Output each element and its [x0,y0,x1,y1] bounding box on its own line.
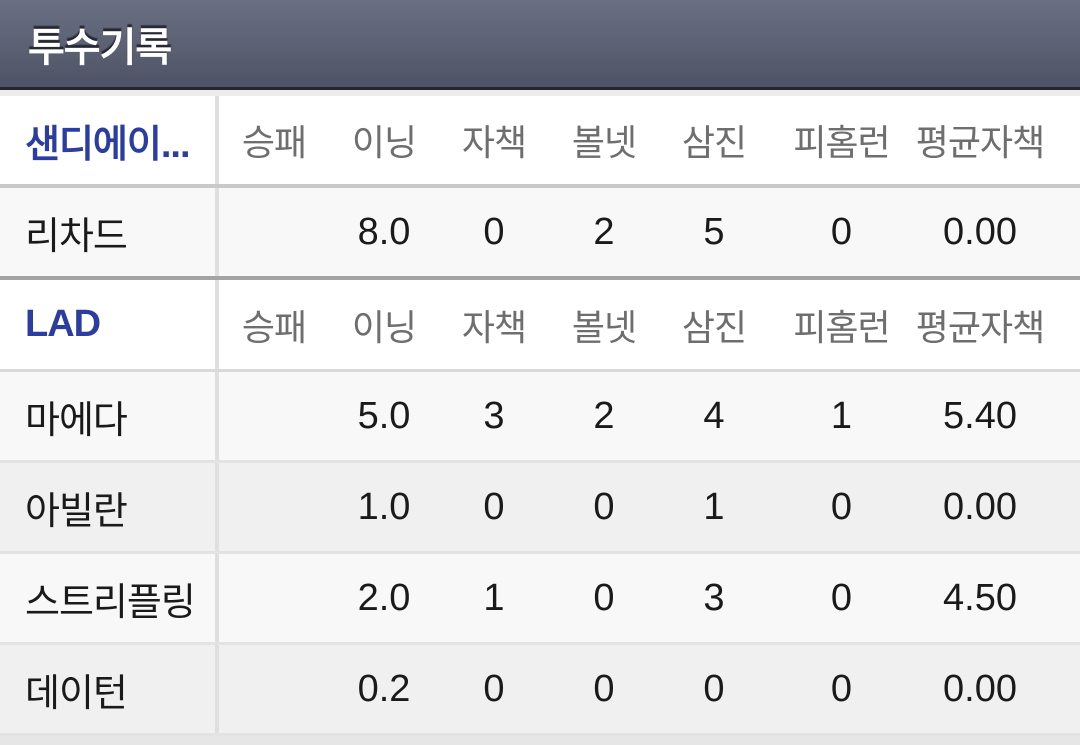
stat-value: 3 [703,576,725,619]
stat-value: 0 [593,485,615,528]
stat-value: 5.0 [357,394,411,437]
column-header: 피홈런 [793,122,890,163]
stat-value: 0 [483,667,505,710]
stat-value: 0.00 [943,485,1017,528]
table-row: 아빌란 1.0 0 0 1 0 0.00 [0,463,1080,554]
title-bar: 투수기록 [0,0,1080,90]
player-name: 스트리플링 [0,554,219,642]
team-name-link[interactable]: 샌디에이... [0,96,219,184]
column-header: 볼넷 [571,306,637,348]
column-header: 승패 [241,122,307,163]
stat-value: 4.50 [943,576,1017,619]
team-name-link[interactable]: LAD [0,280,219,369]
stat-value: 2 [593,394,615,437]
column-header: 이닝 [351,306,417,348]
stat-value: 0 [830,667,853,710]
column-header: 삼진 [681,122,747,163]
stat-value: 0 [483,485,505,528]
stat-value: 3 [483,394,505,437]
player-name: 데이턴 [0,645,219,733]
table-row: 마에다 5.0 3 2 4 1 5.40 [0,372,1080,463]
stat-value: 0 [830,210,853,253]
column-header: 볼넷 [571,122,637,163]
team-header-row: 샌디에이... 승패 이닝 자책 볼넷 삼진 피홈런 평균자책 [0,96,1080,188]
column-header: 이닝 [351,122,417,163]
column-header: 자책 [461,306,527,348]
stat-value: 5.40 [943,394,1017,437]
stat-value: 0 [703,667,725,710]
title-separator [0,90,1080,96]
pitcher-stats-table: 샌디에이... 승패 이닝 자책 볼넷 삼진 피홈런 평균자책 리차드 8.0 0 2 5 0 0.00 LA… [0,96,1080,745]
player-name: 마에다 [0,372,219,460]
stat-value [219,188,329,276]
stat-value [219,463,329,551]
stat-value: 0 [830,485,853,528]
stat-value: 8.0 [357,210,411,253]
page-title: 투수기록 [28,25,172,70]
column-header: 평균자책 [915,122,1045,163]
stat-value: 0 [593,667,615,710]
stat-value: 0 [830,576,853,619]
stat-value: 0 [593,576,615,619]
stat-value [219,645,329,733]
stat-value: 0 [483,210,505,253]
column-header: 삼진 [681,306,747,348]
team-header-row: LAD 승패 이닝 자책 볼넷 삼진 피홈런 평균자책 [0,280,1080,372]
stat-value: 1 [703,485,725,528]
column-header: 평균자책 [915,306,1045,348]
stat-value: 0.00 [943,667,1017,710]
column-header: 승패 [241,306,307,348]
column-header: 자책 [461,122,527,163]
stat-value: 4 [703,394,725,437]
player-name: 아빌란 [0,463,219,551]
stat-value: 2 [593,210,615,253]
stat-value: 5 [703,210,725,253]
stat-value: 1.0 [357,485,411,528]
stat-value [219,372,329,460]
table-row: 리차드 8.0 0 2 5 0 0.00 [0,188,1080,276]
stat-value: 2.0 [357,576,411,619]
table-row: 데이턴 0.2 0 0 0 0 0.00 [0,645,1080,736]
stat-value: 0.2 [357,667,411,710]
stat-value: 0.00 [943,210,1017,253]
stat-value [219,554,329,642]
table-row: 스트리플링 2.0 1 0 3 0 4.50 [0,554,1080,645]
player-name: 리차드 [0,188,219,276]
stat-value: 1 [483,576,505,619]
column-header: 피홈런 [793,306,890,348]
stat-value: 1 [830,394,853,437]
